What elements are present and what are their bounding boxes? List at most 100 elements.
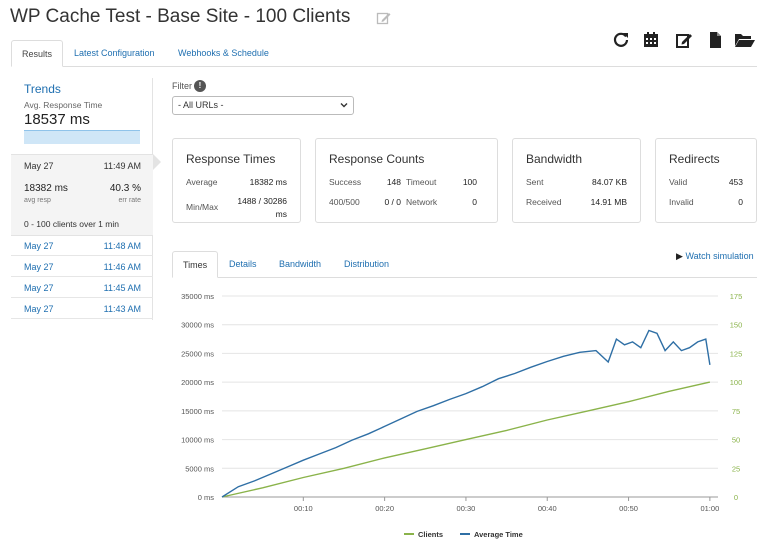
card-title: Response Times <box>186 152 276 166</box>
run-date: May 27 <box>24 241 54 251</box>
card-title: Response Counts <box>329 152 425 166</box>
minmax-value: 1488 / 30286 <box>237 196 287 206</box>
y-right-tick-label: 25 <box>732 464 740 473</box>
edit-icon[interactable] <box>675 31 693 49</box>
legend-label: Average Time <box>474 530 523 539</box>
chevron-down-icon <box>340 103 348 108</box>
watch-simulation-link[interactable]: ▶ Watch simulation <box>676 251 754 262</box>
play-icon: ▶ <box>676 251 683 261</box>
run-time: 11:45 AM <box>103 283 141 293</box>
x-tick-label: 00:30 <box>457 504 476 513</box>
info-icon[interactable]: ! <box>194 80 206 92</box>
run-date: May 27 <box>24 283 54 293</box>
trend-sparkline <box>24 130 140 144</box>
selected-run-err-rate: 40.3 % <box>109 183 141 194</box>
y-left-tick-label: 25000 ms <box>181 349 214 358</box>
card-title: Bandwidth <box>526 152 583 166</box>
selected-run-pointer <box>153 154 161 170</box>
refresh-icon[interactable] <box>612 31 630 49</box>
tab-bandwidth[interactable]: Bandwidth <box>279 259 322 269</box>
legend-label: Clients <box>418 530 443 539</box>
run-item[interactable]: May 27 11:46 AM <box>11 257 153 277</box>
calendar-icon[interactable] <box>642 31 660 49</box>
document-icon[interactable] <box>706 31 724 49</box>
y-right-tick-label: 150 <box>730 321 743 330</box>
response-counts-card: Response Counts Success 148 Timeout 100 … <box>315 138 498 223</box>
run-item[interactable]: May 27 11:48 AM <box>11 236 153 256</box>
page-title: WP Cache Test - Base Site - 100 Clients <box>10 6 351 27</box>
selected-run[interactable]: May 27 11:49 AM 18382 ms avg resp 40.3 %… <box>11 154 153 236</box>
y-left-tick-label: 35000 ms <box>181 292 214 301</box>
received-label: Received <box>526 197 562 207</box>
run-time: 11:48 AM <box>103 241 141 251</box>
x-tick-label: 00:40 <box>538 504 557 513</box>
timeout-value: 100 <box>462 177 477 187</box>
y-left-tick-label: 20000 ms <box>181 378 214 387</box>
x-tick-label: 00:10 <box>294 504 313 513</box>
y-left-tick-label: 10000 ms <box>181 436 214 445</box>
selected-run-err-rate-label: err rate <box>118 197 141 204</box>
timeout-label: Timeout <box>406 177 437 187</box>
avg-response-label: Avg. Response Time <box>24 100 103 110</box>
selected-run-avg-resp-label: avg resp <box>24 197 51 204</box>
average-time-line <box>221 329 711 498</box>
tab-results[interactable]: Results <box>11 40 64 67</box>
minmax-unit: ms <box>275 209 287 219</box>
sent-value: 84.07 KB <box>592 177 627 187</box>
watch-simulation-label: Watch simulation <box>685 251 754 261</box>
invalid-label: Invalid <box>669 197 694 207</box>
http-errors-label: 400/500 <box>329 197 360 207</box>
minmax-label: Min/Max <box>186 202 219 212</box>
run-time: 11:46 AM <box>103 262 141 272</box>
tab-webhooks-schedule[interactable]: Webhooks & Schedule <box>178 48 269 58</box>
selected-run-range: 0 - 100 clients over 1 min <box>24 219 119 229</box>
success-value: 148 <box>386 177 401 187</box>
filter-label: Filter <box>172 81 192 91</box>
url-filter-select[interactable]: - All URLs - <box>172 96 354 115</box>
trends-panel: Trends Avg. Response Time 18537 ms May 2… <box>11 78 153 320</box>
y-right-tick-label: 75 <box>732 407 740 416</box>
run-time: 11:43 AM <box>103 304 141 314</box>
invalid-value: 0 <box>738 197 743 207</box>
y-left-tick-label: 15000 ms <box>181 407 214 416</box>
network-label: Network <box>406 197 438 207</box>
trends-title[interactable]: Trends <box>24 82 61 96</box>
tab-details[interactable]: Details <box>229 259 257 269</box>
y-right-tick-label: 0 <box>734 493 738 502</box>
y-right-tick-label: 50 <box>732 436 740 445</box>
redirects-card: Redirects Valid 453 Invalid 0 <box>655 138 757 223</box>
url-filter-value: - All URLs - <box>178 100 224 110</box>
selected-run-time: 11:49 AM <box>103 161 141 171</box>
sent-label: Sent <box>526 177 544 187</box>
folder-open-icon[interactable] <box>734 31 756 49</box>
card-title: Redirects <box>669 152 720 166</box>
valid-value: 453 <box>728 177 743 187</box>
success-label: Success <box>329 177 362 187</box>
selected-run-avg-resp: 18382 ms <box>24 183 68 194</box>
edit-title-icon[interactable] <box>376 10 392 26</box>
y-right-tick-label: 125 <box>730 349 743 358</box>
run-item[interactable]: May 27 11:43 AM <box>11 299 153 319</box>
avg-response-value: 18537 ms <box>24 111 90 128</box>
x-tick-label: 01:00 <box>700 504 719 513</box>
valid-label: Valid <box>669 177 688 187</box>
clients-line <box>221 381 711 498</box>
received-value: 14.91 MB <box>590 197 627 207</box>
network-value: 0 <box>472 197 477 207</box>
run-item[interactable]: May 27 11:45 AM <box>11 278 153 298</box>
run-date: May 27 <box>24 262 54 272</box>
average-label: Average <box>186 177 218 187</box>
times-chart: 0 ms 0 5000 ms 25 10000 ms 50 15000 ms 75 20000 … <box>181 292 743 539</box>
tab-times[interactable]: Times <box>172 251 219 278</box>
y-left-tick-label: 5000 ms <box>185 464 214 473</box>
response-times-card: Response Times Average 18382 ms Min/Max … <box>172 138 301 223</box>
tab-distribution[interactable]: Distribution <box>344 259 390 269</box>
y-right-tick-label: 100 <box>730 378 743 387</box>
average-value: 18382 ms <box>249 177 287 187</box>
y-left-tick-label: 30000 ms <box>181 321 214 330</box>
selected-run-date: May 27 <box>24 161 54 171</box>
tab-latest-configuration[interactable]: Latest Configuration <box>74 48 155 58</box>
bandwidth-card: Bandwidth Sent 84.07 KB Received 14.91 M… <box>512 138 641 223</box>
y-right-tick-label: 175 <box>730 292 743 301</box>
http-errors-value: 0 / 0 <box>384 197 401 207</box>
